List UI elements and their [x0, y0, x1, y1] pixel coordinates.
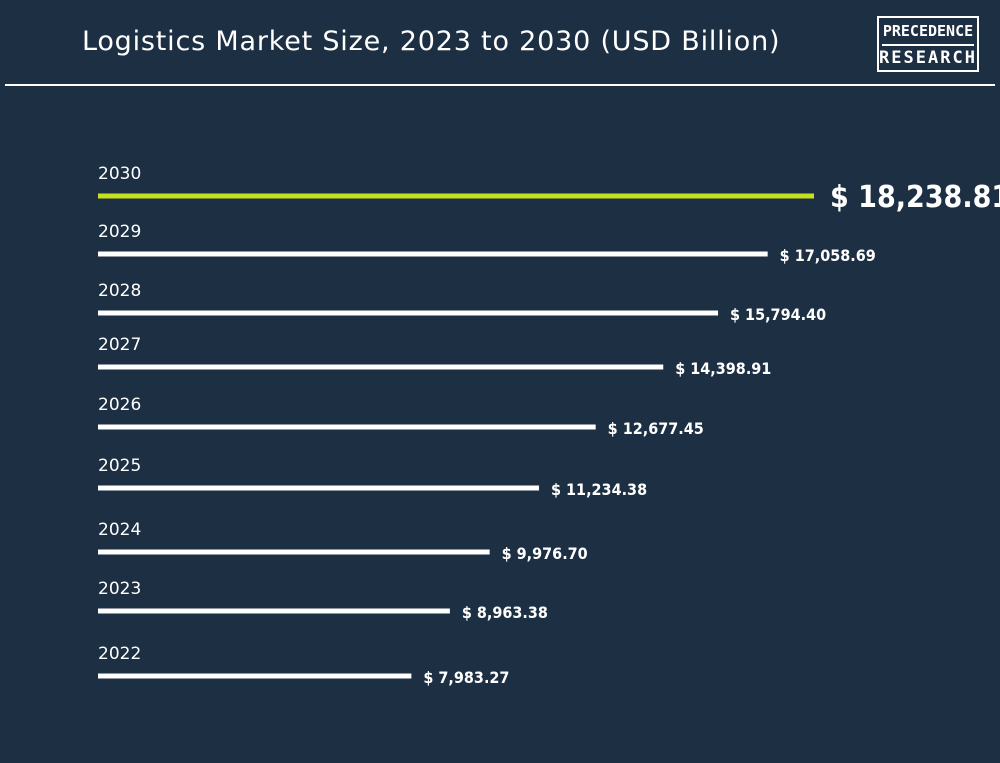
year-label-2024: 2024	[98, 520, 141, 540]
year-label-2025: 2025	[98, 456, 141, 476]
bar-2025	[98, 485, 540, 491]
year-label-2027: 2027	[98, 335, 141, 355]
bar-2028	[98, 310, 719, 316]
logo-line-1: PRECEDENCE	[882, 22, 974, 40]
year-label-2029: 2029	[98, 222, 141, 242]
header-divider	[5, 84, 995, 86]
bar-2029	[98, 251, 768, 257]
value-label-2025: $ 11,234.38	[551, 480, 647, 499]
value-label-2027: $ 14,398.91	[675, 359, 771, 378]
value-label-2029: $ 17,058.69	[780, 246, 876, 265]
bar-2024	[98, 549, 490, 555]
value-label-2022: $ 7,983.27	[423, 668, 509, 687]
year-label-2023: 2023	[98, 579, 141, 599]
bar-2030	[98, 193, 814, 199]
logo-line-2: RESEARCH	[879, 48, 977, 68]
year-label-2022: 2022	[98, 644, 141, 664]
value-label-2024: $ 9,976.70	[502, 544, 588, 563]
bar-2023	[98, 608, 450, 614]
chart-title: Logistics Market Size, 2023 to 2030 (USD…	[82, 26, 781, 57]
year-label-2030: 2030	[98, 164, 141, 184]
bar-2022	[98, 673, 412, 679]
bar-2026	[98, 424, 596, 430]
bar-2027	[98, 364, 664, 370]
value-label-2026: $ 12,677.45	[608, 419, 704, 438]
value-label-2023: $ 8,963.38	[462, 603, 548, 622]
year-label-2028: 2028	[98, 281, 141, 301]
precedence-research-logo: PRECEDENCE RESEARCH	[877, 16, 979, 72]
year-label-2026: 2026	[98, 395, 141, 415]
logo-rule	[882, 44, 974, 46]
value-label-2028: $ 15,794.40	[730, 305, 826, 324]
value-label-2030: $ 18,238.81	[830, 180, 1000, 215]
